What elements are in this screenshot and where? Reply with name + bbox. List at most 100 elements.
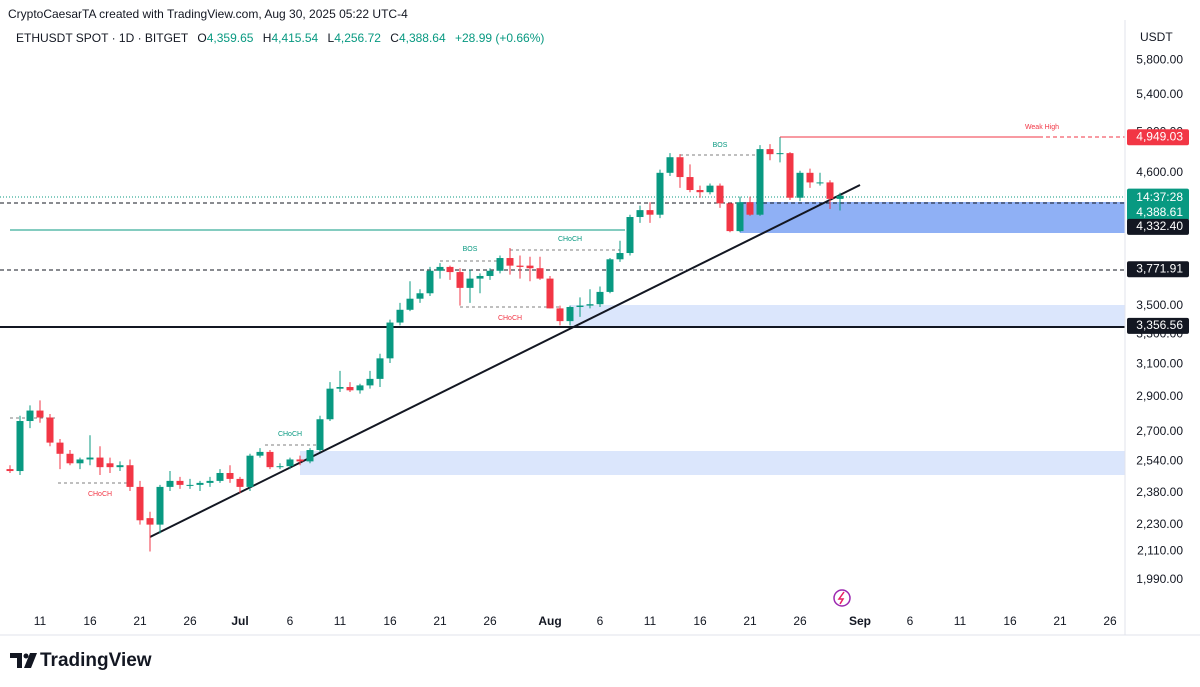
candle-body xyxy=(636,210,644,218)
candle-body xyxy=(726,203,734,232)
y-tick-label: 1,990.00 xyxy=(1136,572,1183,586)
candle-body xyxy=(176,480,184,485)
candle-body xyxy=(756,149,764,215)
candle-body xyxy=(56,442,64,454)
candle-body xyxy=(196,482,204,485)
candle-body xyxy=(486,270,494,276)
candle-body xyxy=(516,265,524,267)
x-tick-label: Aug xyxy=(538,614,561,628)
candle-body xyxy=(546,278,554,309)
candle-body xyxy=(306,450,314,462)
ohlc-value: 4,359.65 xyxy=(206,31,254,45)
candle-body xyxy=(676,157,684,178)
candle-body xyxy=(296,459,304,462)
x-tick-label: 16 xyxy=(83,614,97,628)
symbol: ETHUSDT SPOT · 1D · BITGET xyxy=(16,31,189,45)
y-tick-label: 4,600.00 xyxy=(1136,165,1183,179)
x-tick-label: 26 xyxy=(1103,614,1117,628)
candle-body xyxy=(256,451,264,456)
demand-zone xyxy=(300,451,1125,475)
candle-body xyxy=(366,378,374,386)
x-tick-label: 21 xyxy=(1053,614,1067,628)
candle-body xyxy=(586,304,594,306)
candle-body xyxy=(316,419,324,451)
price-tag xyxy=(1127,261,1189,278)
candle-body xyxy=(696,190,704,193)
candle-body xyxy=(596,291,604,305)
candle-body xyxy=(156,486,164,525)
candle-body xyxy=(466,278,474,288)
candle-body xyxy=(96,457,104,468)
ohlc-key: H xyxy=(262,31,272,45)
y-tick-label: 2,110.00 xyxy=(1137,544,1183,558)
candle-body xyxy=(796,172,804,198)
y-tick-label: 3,100.00 xyxy=(1136,357,1183,371)
y-tick-label: 3,500.00 xyxy=(1136,298,1183,312)
logo-text: TradingView xyxy=(40,650,152,671)
x-tick-label: 16 xyxy=(383,614,397,628)
candle-body xyxy=(166,480,174,487)
symbol-bar: ETHUSDT SPOT · 1D · BITGET O4,359.65 H4,… xyxy=(16,31,544,45)
candle-body xyxy=(426,270,434,294)
x-tick-label: 26 xyxy=(483,614,497,628)
annotation: BOS xyxy=(713,142,728,149)
ohlc-value: 4,256.72 xyxy=(334,31,381,45)
candle-body xyxy=(106,463,114,468)
y-tick-label: 2,900.00 xyxy=(1136,389,1183,403)
ohlc-key: C xyxy=(390,31,399,45)
candle-body xyxy=(6,469,14,472)
x-tick-label: 21 xyxy=(433,614,447,628)
structure-line xyxy=(10,154,760,484)
candle-body xyxy=(66,453,74,464)
candle-body xyxy=(476,275,484,279)
x-tick-label: 6 xyxy=(597,614,604,628)
candle-body xyxy=(746,202,754,215)
x-tick-label: 6 xyxy=(287,614,294,628)
candle-body xyxy=(26,410,34,422)
x-tick-label: 6 xyxy=(907,614,914,628)
price-tag-label: 4,949.03 xyxy=(1136,129,1183,143)
y-tick-label: 5,800.00 xyxy=(1136,52,1183,66)
candle-body xyxy=(36,410,44,418)
price-tag xyxy=(1127,218,1189,235)
candle-body xyxy=(266,451,274,468)
x-tick-label: Sep xyxy=(849,614,871,628)
candle-body xyxy=(606,259,614,292)
x-tick-label: 21 xyxy=(743,614,757,628)
x-tick-label: 11 xyxy=(954,614,967,628)
x-tick-label: Jul xyxy=(231,614,248,628)
candle-body xyxy=(286,459,294,467)
order-block xyxy=(740,202,1125,233)
candle-body xyxy=(766,149,774,155)
y-tick-label: 2,540.00 xyxy=(1136,454,1183,468)
candle-body xyxy=(436,266,444,271)
x-tick-label: 11 xyxy=(34,614,47,628)
candle-body xyxy=(446,266,454,273)
change: +28.99 (+0.66%) xyxy=(455,31,545,45)
logo-icon xyxy=(10,653,37,668)
candle-body xyxy=(526,265,534,269)
candle-body xyxy=(386,322,394,359)
x-tick-label: 16 xyxy=(1003,614,1017,628)
x-tick-label: 21 xyxy=(133,614,147,628)
annotation: CHoCH xyxy=(278,431,302,438)
candle-body xyxy=(116,465,124,468)
ohlc-key: L xyxy=(327,31,335,45)
candle-body xyxy=(186,484,194,486)
candle-body xyxy=(16,421,24,472)
x-tick-label: 16 xyxy=(693,614,707,628)
candle-body xyxy=(346,387,354,391)
x-tick-label: 11 xyxy=(334,614,347,628)
currency: USDT xyxy=(1140,30,1173,44)
candle-body xyxy=(406,298,414,310)
candle-body xyxy=(146,518,154,525)
annotation: CHoCH xyxy=(558,236,582,243)
trendline xyxy=(149,184,861,538)
annotation: BOS xyxy=(463,246,478,253)
candle-body xyxy=(566,306,574,322)
price-tag xyxy=(1127,317,1189,334)
x-tick-label: 11 xyxy=(644,614,657,628)
candle-body xyxy=(456,272,464,288)
candle-body xyxy=(276,466,284,468)
